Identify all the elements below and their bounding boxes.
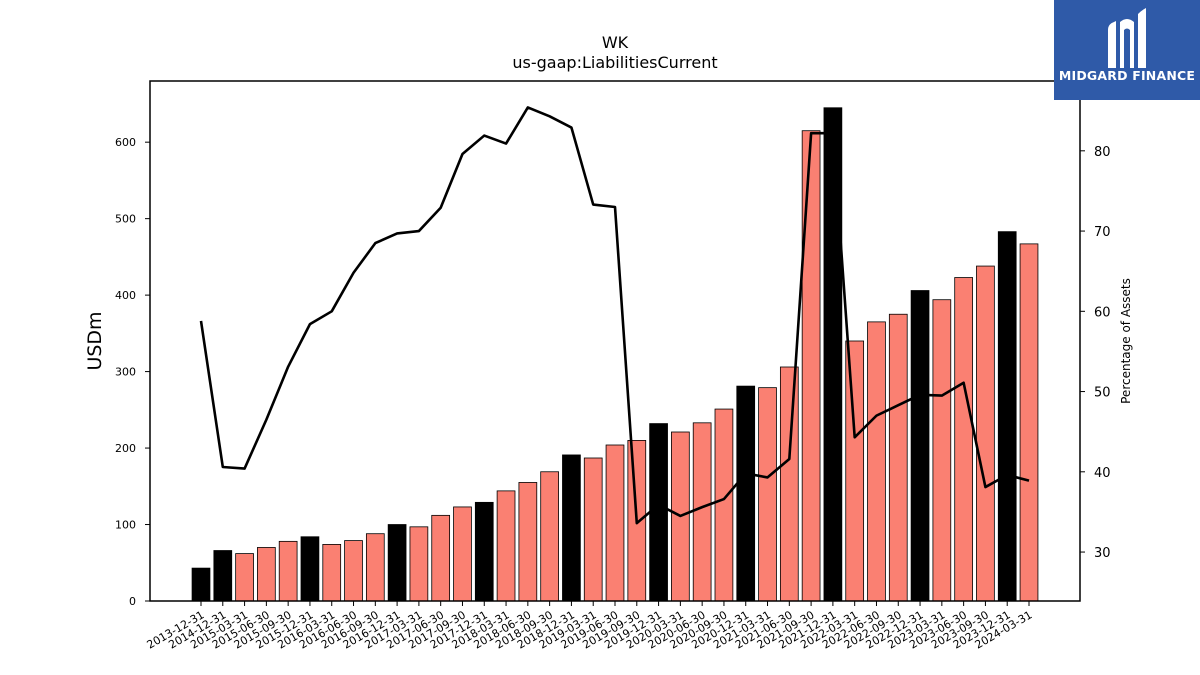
bar-2016-12-31	[387, 524, 407, 602]
bar-2017-12-31	[474, 501, 494, 602]
y-axis-label: USDm	[84, 311, 106, 370]
y-tick-label: 600	[115, 136, 136, 149]
line-percentage-of-assets	[199, 106, 1030, 525]
y-tick-label: 500	[115, 213, 136, 226]
bar-2022-12-31	[910, 290, 930, 602]
bar-2022-06-30	[867, 321, 886, 602]
bar-2018-09-30	[540, 471, 559, 602]
bar-2023-03-31	[932, 299, 952, 602]
bar-2018-12-31	[562, 454, 581, 602]
y2-tick-label: 60	[1094, 305, 1111, 320]
bar-2022-03-31	[845, 340, 865, 602]
chart-subtitle: us-gaap:LiabilitiesCurrent	[512, 53, 717, 72]
bar-2021-06-30	[779, 366, 799, 602]
bar-2018-06-30	[518, 482, 538, 602]
y2-tick-label: 70	[1094, 225, 1111, 240]
y-tick-label: 300	[115, 366, 136, 379]
y2-tick-label: 40	[1094, 466, 1111, 481]
y-tick-label: 400	[115, 289, 136, 302]
bar-2019-03-31	[583, 457, 603, 602]
midgard-finance-logo: MIDGARD FINANCE	[1054, 0, 1200, 100]
bar-2019-06-30	[605, 444, 625, 602]
bar-2022-09-30	[888, 313, 908, 602]
bar-2016-09-30	[365, 533, 385, 602]
bar-2021-12-31	[823, 107, 843, 602]
chart-title: WK	[602, 33, 629, 52]
bar-2013-12-31	[191, 567, 211, 602]
bar-2020-12-31	[736, 385, 756, 602]
bar-2018-03-31	[496, 490, 516, 602]
bar-2015-09-30	[278, 540, 298, 602]
bar-2020-06-30	[692, 422, 712, 602]
bar-2023-09-30	[976, 265, 995, 602]
y-tick-label: 200	[115, 442, 136, 455]
bar-series	[191, 107, 1039, 602]
y2-tick-label: 50	[1094, 386, 1111, 401]
line-series	[199, 106, 1030, 525]
bar-2017-09-30	[453, 506, 472, 602]
bar-2017-03-31	[409, 526, 429, 602]
bar-2016-03-31	[322, 544, 342, 602]
bar-2021-03-31	[758, 387, 777, 602]
y2-tick-label: 30	[1094, 546, 1111, 561]
bar-2019-12-31	[649, 423, 668, 602]
y-axis-left: 0 100 200 300 400 500 600	[115, 136, 150, 608]
bar-2020-09-30	[714, 408, 734, 602]
bar-2017-06-30	[431, 514, 451, 602]
bar-2023-06-30	[954, 277, 973, 602]
logo-text: MIDGARD FINANCE	[1058, 68, 1196, 83]
bar-2023-12-31	[997, 231, 1017, 602]
y-tick-label: 100	[115, 519, 136, 532]
bar-2015-12-31	[300, 536, 320, 602]
bar-2014-12-31	[213, 550, 233, 602]
bar-2024-03-31	[1019, 243, 1039, 602]
y2-axis-label: Percentage of Assets	[1119, 278, 1133, 404]
logo-mark-icon	[1108, 8, 1146, 68]
y-axis-right: 30 40 50 60 70 80	[1080, 145, 1111, 561]
bar-2015-06-30	[257, 547, 276, 602]
bar-2021-09-30	[801, 130, 821, 602]
bar-2016-06-30	[344, 540, 363, 602]
y-tick-label: 0	[129, 595, 136, 608]
bar-2015-03-31	[235, 553, 254, 602]
y2-tick-label: 80	[1094, 145, 1111, 160]
x-axis: 2013-12-312014-12-312015-03-312015-06-30…	[145, 601, 1035, 652]
